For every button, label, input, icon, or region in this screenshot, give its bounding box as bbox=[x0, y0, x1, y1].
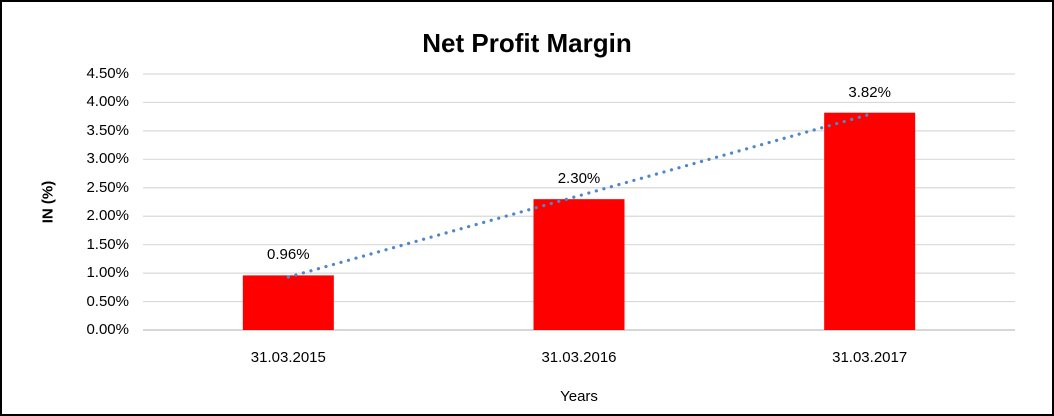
y-tick-label: 2.00% bbox=[86, 207, 129, 225]
y-tick-label: 3.00% bbox=[86, 150, 129, 168]
y-tick-label: 1.50% bbox=[86, 235, 129, 253]
x-tick-label: 31.03.2017 bbox=[832, 349, 908, 366]
chart-title: Net Profit Margin bbox=[422, 28, 632, 58]
y-tick-label: 2.50% bbox=[86, 178, 129, 196]
trendline bbox=[286, 112, 872, 279]
data-label: 0.96% bbox=[267, 246, 310, 264]
y-tick-label: 4.50% bbox=[86, 65, 129, 82]
y-tick-label: 3.50% bbox=[86, 121, 129, 139]
data-label: 2.30% bbox=[557, 170, 601, 188]
y-tick-label: 0.00% bbox=[86, 321, 129, 338]
data-label: 3.82% bbox=[848, 83, 891, 101]
bar-31.03.2017 bbox=[824, 112, 916, 330]
y-tick-label: 0.50% bbox=[86, 292, 129, 310]
bar-31.03.2016 bbox=[533, 199, 625, 330]
y-tick-label: 4.00% bbox=[86, 93, 129, 111]
x-tick-label: 31.03.2016 bbox=[541, 349, 617, 366]
x-axis-title: Years bbox=[560, 388, 598, 405]
bar-31.03.2015 bbox=[242, 275, 334, 330]
y-tick-label: 1.00% bbox=[86, 264, 129, 282]
x-tick-label: 31.03.2015 bbox=[250, 349, 326, 366]
